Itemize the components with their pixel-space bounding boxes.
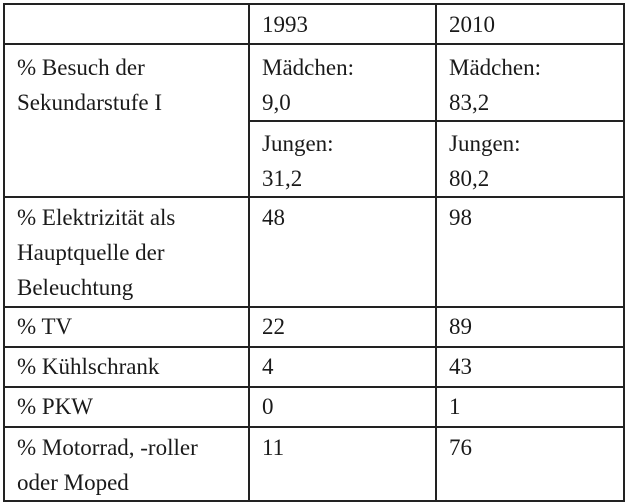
cell-maedchen-1993: Mädchen: 9,0 [248,43,437,122]
cell-tv-2010: 89 [435,306,625,348]
header-year-2010: 2010 [435,3,625,45]
cell-pkw-2010: 1 [435,386,625,428]
cell-pkw-1993: 0 [248,386,437,428]
table-row-kuehlschrank: % Kühlschrank 4 43 [3,346,625,388]
cell-elektrizitaet-1993: 48 [248,196,437,308]
row-label-tv: % TV [3,306,250,348]
cell-kuehlschrank-1993: 4 [248,346,437,388]
comparison-table: 1993 2010 % Besuch der Sekundarstufe I M… [3,3,625,502]
cell-motorrad-2010: 76 [435,426,625,502]
cell-jungen-2010: Jungen: 80,2 [435,120,625,198]
table-row-elektrizitaet: % Elektrizität als Hauptquelle der Beleu… [3,196,625,308]
table-row-sekundarstufe-jungen: Jungen: 31,2 Jungen: 80,2 [4,120,625,198]
table-row-tv: % TV 22 89 [3,306,625,348]
header-empty-cell [3,3,250,45]
cell-jungen-1993: Jungen: 31,2 [248,120,437,198]
row-label-pkw: % PKW [3,386,250,428]
table-row-pkw: % PKW 0 1 [3,386,625,428]
row-label-motorrad: % Motorrad, -roller oder Moped [3,426,250,502]
table-row-sekundarstufe: % Besuch der Sekundarstufe I Mädchen: 9,… [3,43,625,198]
row-label-kuehlschrank: % Kühlschrank [3,346,250,388]
cell-maedchen-2010: Mädchen: 83,2 [435,43,625,122]
row-label-sekundarstufe: % Besuch der Sekundarstufe I [3,43,250,198]
cell-tv-1993: 22 [248,306,437,348]
header-year-1993: 1993 [248,3,437,45]
table-header-row: 1993 2010 [3,3,625,45]
row-label-elektrizitaet: % Elektrizität als Hauptquelle der Beleu… [3,196,250,308]
cell-elektrizitaet-2010: 98 [435,196,625,308]
cell-motorrad-1993: 11 [248,426,437,502]
cell-kuehlschrank-2010: 43 [435,346,625,388]
table-row-motorrad: % Motorrad, -roller oder Moped 11 76 [3,426,625,502]
